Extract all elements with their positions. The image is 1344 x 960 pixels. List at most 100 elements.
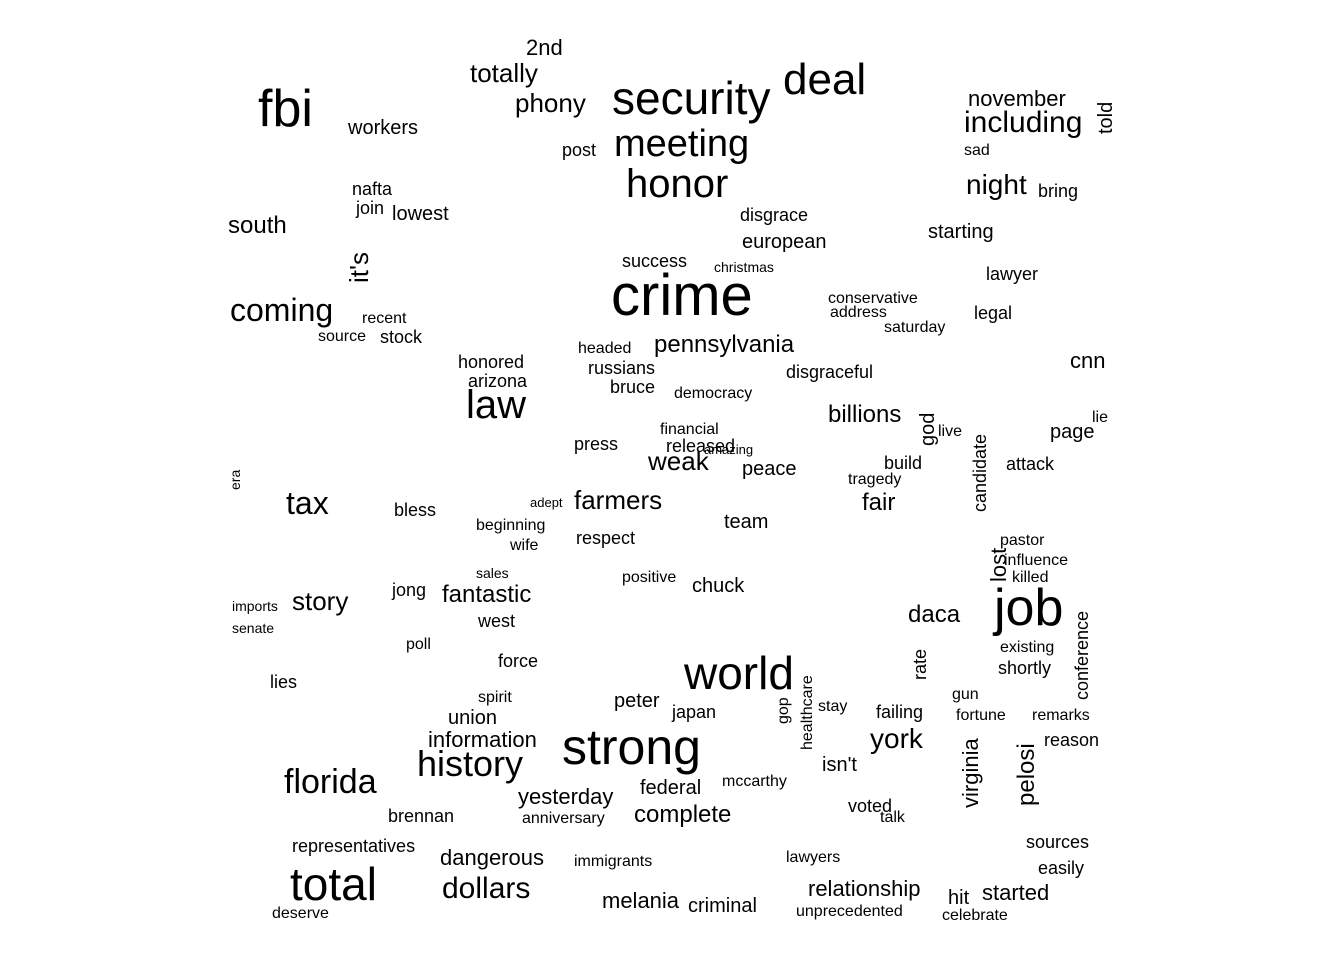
- word: pelosi: [1013, 743, 1040, 806]
- word: fantastic: [442, 581, 531, 608]
- word: bless: [394, 500, 436, 520]
- word: union: [448, 707, 497, 729]
- word: november: [968, 86, 1066, 111]
- word: melania: [602, 888, 680, 913]
- word: gun: [952, 686, 979, 703]
- word: rate: [910, 649, 930, 680]
- word: weak: [647, 446, 710, 476]
- word: conference: [1072, 611, 1092, 700]
- word: law: [466, 383, 526, 427]
- word: success: [622, 251, 687, 271]
- word: federal: [640, 777, 701, 799]
- word: job: [992, 579, 1063, 637]
- word: unprecedented: [796, 903, 903, 920]
- word: conservative: [828, 290, 918, 307]
- word: poll: [406, 636, 431, 653]
- word: criminal: [688, 895, 757, 917]
- word: address: [830, 304, 887, 321]
- word: yesterday: [518, 784, 613, 809]
- word: join: [355, 198, 384, 218]
- word: senate: [232, 620, 274, 636]
- word: pastor: [1000, 532, 1045, 549]
- word: lie: [1092, 409, 1108, 426]
- word: it's: [344, 252, 374, 283]
- word: sources: [1026, 832, 1089, 852]
- word: page: [1050, 421, 1095, 443]
- word: saturday: [884, 319, 945, 336]
- word: force: [498, 651, 538, 671]
- word: beginning: [476, 517, 545, 534]
- word: democracy: [674, 385, 752, 402]
- word: team: [724, 511, 768, 533]
- word: disgrace: [740, 205, 808, 225]
- word: european: [742, 231, 827, 253]
- word: fortune: [956, 707, 1006, 724]
- word: pennsylvania: [654, 331, 795, 358]
- word: japan: [671, 702, 716, 722]
- word: christmas: [714, 259, 774, 275]
- word: remarks: [1032, 707, 1090, 724]
- word: including: [964, 106, 1082, 139]
- word: complete: [634, 801, 731, 828]
- word: isn't: [822, 754, 857, 776]
- word: post: [562, 140, 596, 160]
- word: farmers: [574, 485, 662, 515]
- word: source: [318, 328, 366, 345]
- word: history: [417, 743, 523, 784]
- word: reason: [1044, 730, 1099, 750]
- word: legal: [974, 303, 1012, 323]
- word: dangerous: [440, 845, 544, 870]
- word: night: [966, 169, 1027, 200]
- word: god: [917, 413, 939, 446]
- word: headed: [578, 340, 631, 357]
- word: failing: [876, 702, 923, 722]
- word: bruce: [610, 377, 655, 397]
- word: brennan: [388, 806, 454, 826]
- word: financial: [660, 421, 719, 438]
- word: world: [683, 647, 794, 699]
- word: mccarthy: [722, 773, 787, 790]
- word: shortly: [998, 658, 1051, 678]
- word: lost: [986, 548, 1011, 582]
- word: russians: [588, 358, 655, 378]
- word: healthcare: [799, 675, 816, 750]
- word: existing: [1000, 639, 1054, 656]
- word: daca: [908, 601, 961, 628]
- word: era: [227, 470, 243, 490]
- word: 2nd: [526, 35, 563, 60]
- word: honor: [626, 162, 728, 206]
- word: fbi: [258, 80, 313, 138]
- word: wife: [509, 537, 539, 554]
- word: spirit: [478, 689, 512, 706]
- word: deserve: [272, 905, 329, 922]
- word: immigrants: [574, 853, 652, 870]
- word: celebrate: [942, 907, 1008, 924]
- word: deal: [783, 55, 866, 104]
- word: honored: [458, 352, 524, 372]
- word: disgraceful: [786, 362, 873, 382]
- word: recent: [362, 310, 407, 327]
- word: meeting: [614, 123, 749, 165]
- word: started: [982, 880, 1049, 905]
- word: virginia: [958, 738, 983, 808]
- word: representatives: [292, 836, 415, 856]
- word: relationship: [808, 876, 921, 901]
- word: influence: [1004, 552, 1068, 569]
- word: gop: [775, 697, 792, 724]
- word: fair: [862, 489, 895, 516]
- word: build: [884, 453, 922, 473]
- word: strong: [562, 719, 701, 775]
- word: killed: [1012, 569, 1048, 586]
- word: arizona: [468, 371, 528, 391]
- word: candidate: [970, 434, 990, 512]
- word: hit: [948, 887, 970, 909]
- word: coming: [230, 292, 333, 328]
- word: peace: [742, 458, 797, 480]
- word: stay: [818, 698, 847, 715]
- word: tax: [286, 485, 329, 521]
- word: live: [938, 423, 962, 440]
- word: workers: [347, 117, 418, 139]
- word: talk: [880, 809, 906, 826]
- word: phony: [515, 88, 586, 118]
- word: lies: [270, 672, 297, 692]
